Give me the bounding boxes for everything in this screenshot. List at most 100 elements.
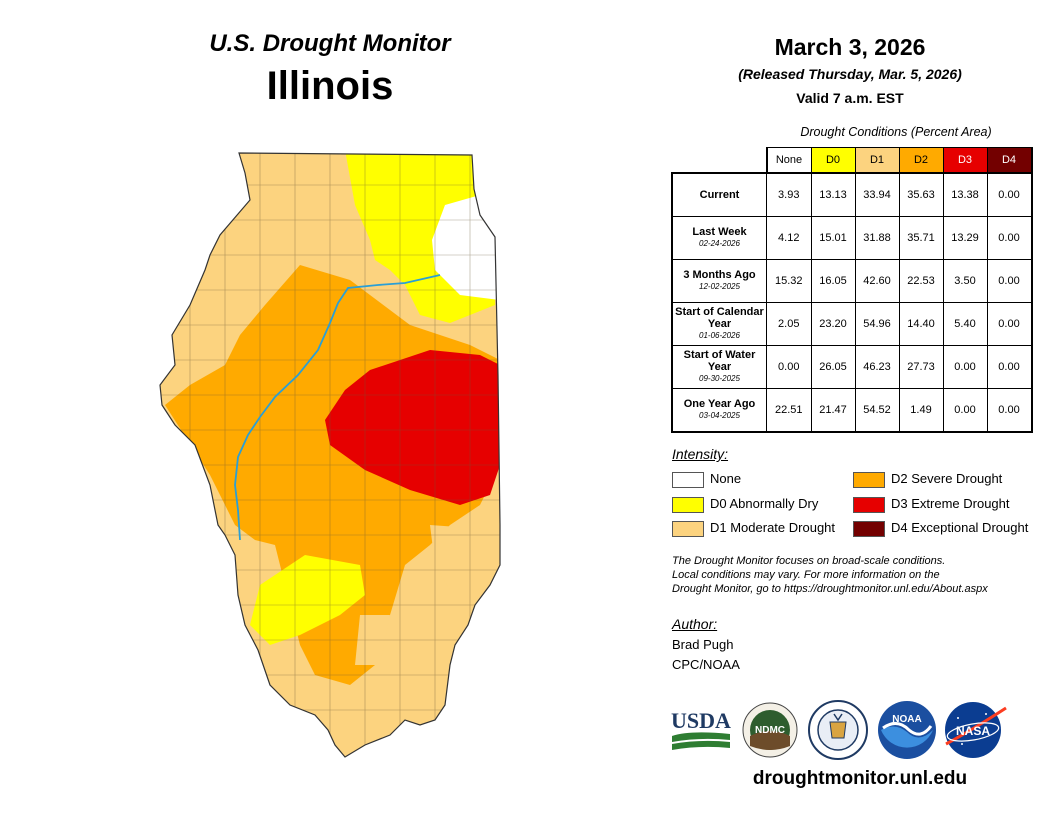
table-cell: 0.00 bbox=[986, 388, 1033, 433]
usda-logo: USDA bbox=[671, 708, 731, 750]
nasa-logo: NASA bbox=[945, 702, 1007, 758]
nasa-logo-text: NASA bbox=[956, 724, 990, 738]
table-cell: 0.00 bbox=[986, 345, 1033, 389]
noaa-logo: NOAA bbox=[878, 701, 936, 759]
row-label-text: Start of Water Year bbox=[683, 349, 756, 373]
legend-label: D3 Extreme Drought bbox=[891, 496, 1010, 511]
row-date: 09-30-2025 bbox=[699, 374, 740, 383]
col-header-d4: D4 bbox=[986, 147, 1033, 174]
table-cell: 3.50 bbox=[942, 259, 988, 303]
legend-item-d2: D2 Severe Drought bbox=[853, 470, 1002, 488]
table-row: One Year Ago 03-04-2025 22.51 21.47 54.52… bbox=[671, 388, 1033, 433]
table-cell: 22.53 bbox=[898, 259, 944, 303]
legend-item-none: None bbox=[672, 470, 741, 488]
website-link[interactable]: droughtmonitor.unl.edu bbox=[752, 768, 968, 789]
table-cell: 15.01 bbox=[810, 216, 856, 260]
table-cell: 54.96 bbox=[854, 302, 900, 346]
row-label: Start of Calendar Year 01-06-2026 bbox=[671, 302, 767, 346]
col-header-d1: D1 bbox=[854, 147, 900, 174]
table-cell: 13.38 bbox=[942, 172, 988, 217]
map-title: U.S. Drought Monitor bbox=[209, 30, 451, 57]
row-label: Current bbox=[671, 172, 767, 217]
table-cell: 3.93 bbox=[766, 172, 812, 217]
author-label: Author: bbox=[672, 616, 718, 632]
illinois-river bbox=[234, 274, 441, 541]
legend-item-d1: D1 Moderate Drought bbox=[672, 519, 835, 537]
col-header-d3: D3 bbox=[942, 147, 988, 174]
none-area-northeast bbox=[432, 195, 500, 300]
col-header-d2: D2 bbox=[898, 147, 944, 174]
table-cell: 22.51 bbox=[766, 388, 812, 433]
table-cell: 0.00 bbox=[986, 172, 1033, 217]
row-label-text: 3 Months Ago bbox=[683, 269, 756, 281]
table-cell: 33.94 bbox=[854, 172, 900, 217]
disclaimer-note: The Drought Monitor focuses on broad-sca… bbox=[672, 554, 1042, 596]
valid-time: Valid 7 a.m. EST bbox=[796, 90, 904, 106]
row-date: 03-04-2025 bbox=[699, 411, 740, 420]
row-label-text: Current bbox=[699, 189, 740, 201]
table-row: Start of Calendar Year 01-06-2026 2.05 23… bbox=[671, 302, 1033, 346]
table-row: 3 Months Ago 12-02-2025 15.32 16.05 42.60… bbox=[671, 259, 1033, 303]
row-label: One Year Ago 03-04-2025 bbox=[671, 388, 767, 433]
row-label-text: Start of Calendar Year bbox=[675, 306, 764, 330]
table-cell: 0.00 bbox=[986, 216, 1033, 260]
legend-label: D0 Abnormally Dry bbox=[710, 496, 819, 511]
ndmc-logo-text: NDMC bbox=[755, 725, 785, 736]
author-org: CPC/NOAA bbox=[672, 657, 740, 672]
table-cell: 13.29 bbox=[942, 216, 988, 260]
legend-swatch bbox=[672, 471, 704, 488]
doc-seal-logo bbox=[808, 700, 868, 760]
table-cell: 21.47 bbox=[810, 388, 856, 433]
d0-area-southwest bbox=[250, 555, 365, 645]
table-cell: 0.00 bbox=[766, 345, 812, 389]
col-header-none: None bbox=[766, 147, 812, 174]
table-cell: 27.73 bbox=[898, 345, 944, 389]
table-cell: 23.20 bbox=[810, 302, 856, 346]
table-cell: 42.60 bbox=[854, 259, 900, 303]
table-cell: 0.00 bbox=[986, 259, 1033, 303]
legend-swatch bbox=[853, 471, 885, 488]
table-cell: 16.05 bbox=[810, 259, 856, 303]
row-label: Start of Water Year 09-30-2025 bbox=[671, 345, 767, 389]
table-cell: 4.12 bbox=[766, 216, 812, 260]
legend-label: D2 Severe Drought bbox=[891, 471, 1003, 486]
legend-item-d0: D0 Abnormally Dry bbox=[672, 495, 818, 513]
table-row: Current 3.93 13.13 33.94 35.63 13.38 0.0… bbox=[671, 172, 1033, 217]
table-cell: 31.88 bbox=[854, 216, 900, 260]
row-label: Last Week 02-24-2026 bbox=[671, 216, 767, 260]
row-date: 12-02-2025 bbox=[699, 282, 740, 291]
table-cell: 1.49 bbox=[898, 388, 944, 433]
legend-item-d4: D4 Exceptional Drought bbox=[853, 519, 1028, 537]
legend-swatch bbox=[672, 520, 704, 537]
legend-swatch bbox=[853, 496, 885, 513]
d3-area-east bbox=[325, 350, 500, 505]
legend-label: D1 Moderate Drought bbox=[710, 520, 836, 535]
legend-swatch bbox=[672, 496, 704, 513]
table-cell: 0.00 bbox=[986, 302, 1033, 346]
row-date: 02-24-2026 bbox=[699, 239, 740, 248]
usda-logo-text: USDA bbox=[671, 708, 731, 733]
row-label-text: Last Week bbox=[692, 226, 747, 238]
table-row: Last Week 02-24-2026 4.12 15.01 31.88 35.… bbox=[671, 216, 1033, 260]
table-cell: 5.40 bbox=[942, 302, 988, 346]
table-corner bbox=[672, 147, 768, 174]
table-cell: 26.05 bbox=[810, 345, 856, 389]
table-cell: 2.05 bbox=[766, 302, 812, 346]
table-cell: 54.52 bbox=[854, 388, 900, 433]
table-caption: Drought Conditions (Percent Area) bbox=[800, 125, 992, 139]
table-cell: 15.32 bbox=[766, 259, 812, 303]
ndmc-logo: NDMC bbox=[742, 702, 798, 758]
legend-swatch bbox=[853, 520, 885, 537]
author-name: Brad Pugh bbox=[672, 637, 734, 652]
row-date: 01-06-2026 bbox=[699, 331, 740, 340]
table-cell: 14.40 bbox=[898, 302, 944, 346]
row-label: 3 Months Ago 12-02-2025 bbox=[671, 259, 767, 303]
col-header-d0: D0 bbox=[810, 147, 856, 174]
table-cell: 46.23 bbox=[854, 345, 900, 389]
table-row: Start of Water Year 09-30-2025 0.00 26.05… bbox=[671, 345, 1033, 389]
table-cell: 0.00 bbox=[942, 388, 988, 433]
legend-label: None bbox=[710, 471, 742, 486]
note-line: Drought Monitor, go to https://droughtmo… bbox=[672, 583, 988, 595]
release-date: (Released Thursday, Mar. 5, 2026) bbox=[738, 66, 962, 82]
legend-label: D4 Exceptional Drought bbox=[891, 520, 1029, 535]
